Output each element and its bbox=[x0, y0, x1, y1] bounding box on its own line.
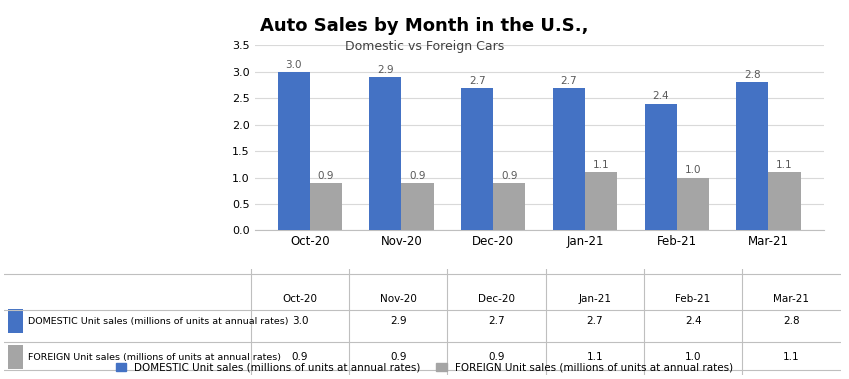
Text: 1.1: 1.1 bbox=[587, 352, 603, 362]
Text: 0.9: 0.9 bbox=[501, 171, 518, 181]
Text: Auto Sales by Month in the U.S.,: Auto Sales by Month in the U.S., bbox=[261, 17, 588, 35]
Text: 2.7: 2.7 bbox=[587, 316, 603, 326]
Text: 2.7: 2.7 bbox=[488, 316, 505, 326]
Text: 3.0: 3.0 bbox=[292, 316, 308, 326]
Legend: DOMESTIC Unit sales (millions of units at annual rates), FOREIGN Unit sales (mil: DOMESTIC Unit sales (millions of units a… bbox=[111, 359, 738, 377]
Bar bbox=[8, 309, 24, 333]
Text: 1.0: 1.0 bbox=[685, 352, 701, 362]
Text: Mar-21: Mar-21 bbox=[773, 294, 809, 304]
Text: Domestic vs Foreign Cars: Domestic vs Foreign Cars bbox=[345, 40, 504, 53]
Text: Oct-20: Oct-20 bbox=[283, 294, 318, 304]
Bar bbox=[493, 183, 526, 230]
Bar bbox=[8, 346, 24, 369]
Bar bbox=[402, 183, 434, 230]
Bar bbox=[585, 172, 617, 230]
Bar bbox=[310, 183, 342, 230]
Text: Feb-21: Feb-21 bbox=[676, 294, 711, 304]
Text: Jan-21: Jan-21 bbox=[578, 294, 611, 304]
Text: 0.9: 0.9 bbox=[318, 171, 334, 181]
Text: 2.7: 2.7 bbox=[469, 76, 486, 86]
Text: 2.9: 2.9 bbox=[377, 65, 394, 75]
Bar bbox=[278, 72, 310, 230]
Text: DOMESTIC Unit sales (millions of units at annual rates): DOMESTIC Unit sales (millions of units a… bbox=[28, 316, 288, 326]
Text: Dec-20: Dec-20 bbox=[478, 294, 515, 304]
Bar bbox=[644, 103, 677, 230]
Bar bbox=[369, 77, 402, 230]
Bar bbox=[768, 172, 801, 230]
Text: 3.0: 3.0 bbox=[285, 60, 302, 70]
Text: 1.1: 1.1 bbox=[776, 160, 793, 170]
Bar bbox=[553, 88, 585, 230]
Bar bbox=[736, 83, 768, 230]
Text: 2.9: 2.9 bbox=[390, 316, 407, 326]
Text: 0.9: 0.9 bbox=[409, 171, 426, 181]
Text: 1.1: 1.1 bbox=[593, 160, 610, 170]
Text: 2.4: 2.4 bbox=[685, 316, 701, 326]
Text: Nov-20: Nov-20 bbox=[380, 294, 417, 304]
Text: 1.0: 1.0 bbox=[684, 165, 701, 175]
Text: 0.9: 0.9 bbox=[292, 352, 308, 362]
Text: 0.9: 0.9 bbox=[390, 352, 407, 362]
Bar bbox=[461, 88, 493, 230]
Text: FOREIGN Unit sales (millions of units at annual rates): FOREIGN Unit sales (millions of units at… bbox=[28, 353, 281, 362]
Text: 2.8: 2.8 bbox=[744, 70, 761, 80]
Text: 1.1: 1.1 bbox=[783, 352, 800, 362]
Text: 2.4: 2.4 bbox=[652, 91, 669, 102]
Text: 2.7: 2.7 bbox=[560, 76, 577, 86]
Text: 0.9: 0.9 bbox=[488, 352, 505, 362]
Bar bbox=[677, 177, 709, 230]
Text: 2.8: 2.8 bbox=[783, 316, 800, 326]
